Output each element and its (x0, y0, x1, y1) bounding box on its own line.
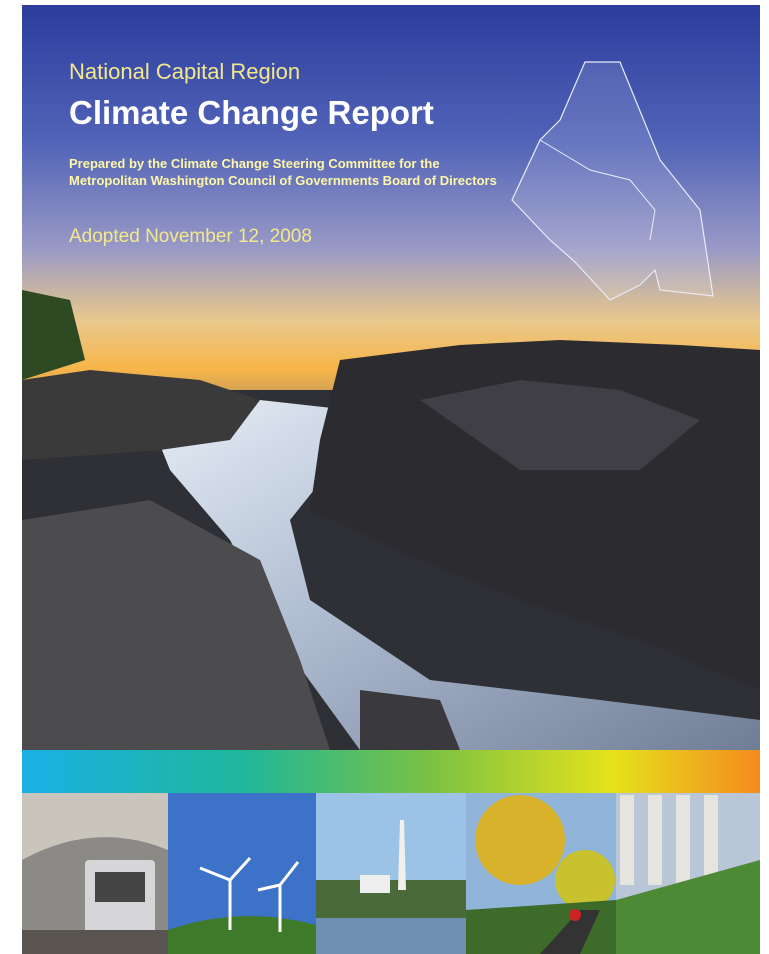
adoption-date: Adopted November 12, 2008 (69, 226, 312, 247)
report-cover: National Capital Region Climate Change R… (0, 0, 769, 954)
prepared-by-line: Prepared by the Climate Change Steering … (69, 156, 440, 171)
cover-subtitle: National Capital Region (69, 59, 300, 84)
cover-title: Climate Change Report (69, 94, 434, 131)
photo-strip (22, 793, 760, 954)
color-band (22, 750, 760, 793)
cover-photo (22, 5, 760, 954)
prepared-by-line: Metropolitan Washington Council of Gover… (69, 173, 497, 188)
